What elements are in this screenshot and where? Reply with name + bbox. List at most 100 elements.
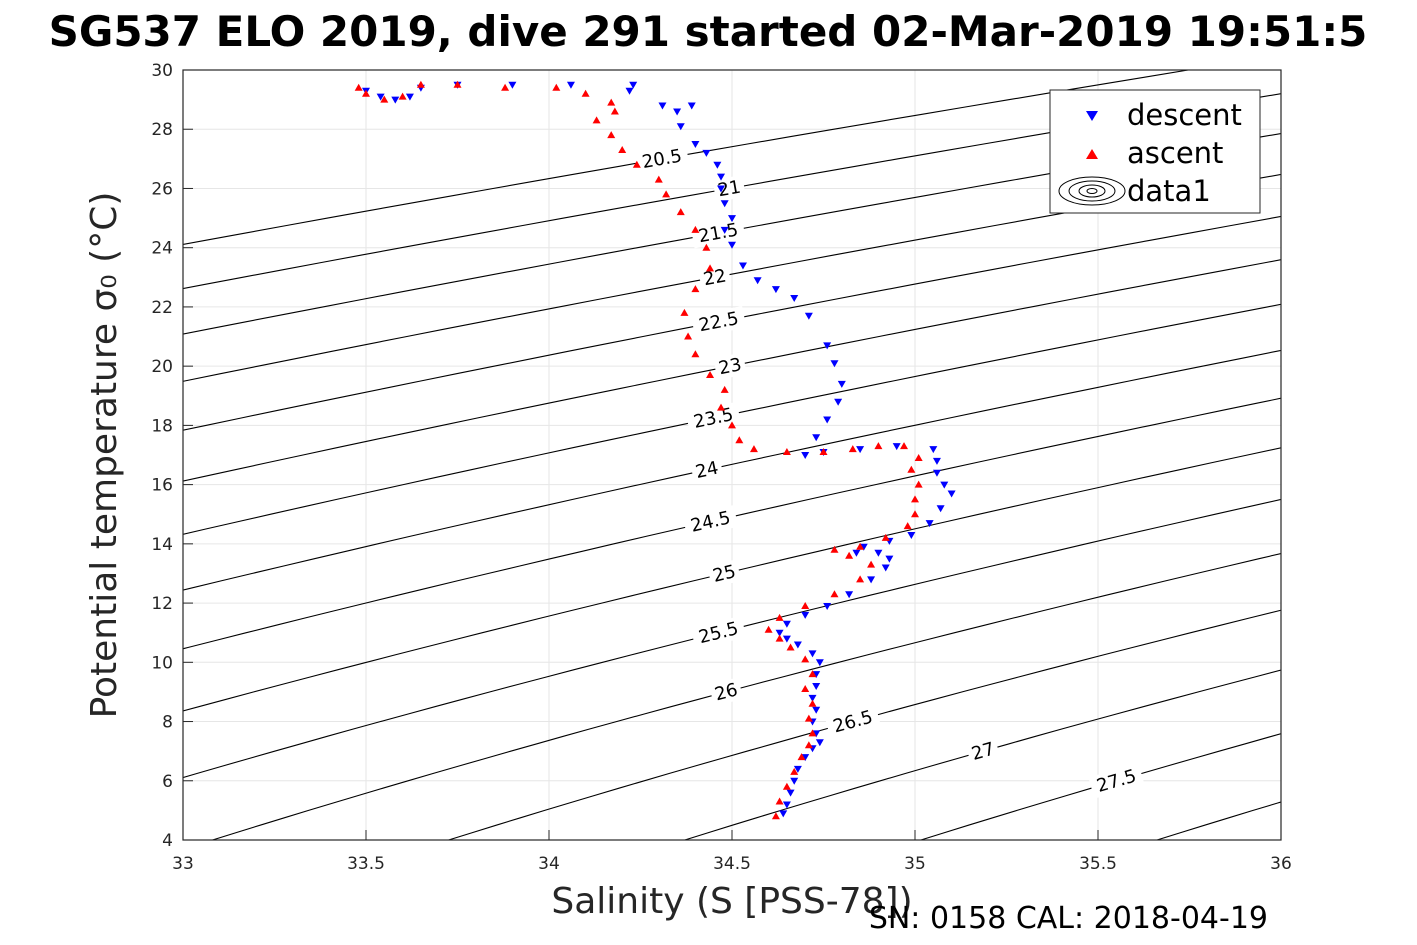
contour-label-text: 22	[702, 265, 728, 290]
descent-point	[405, 93, 414, 101]
contour-line	[183, 70, 1192, 246]
descent-point	[925, 520, 934, 528]
ascent-point	[749, 445, 758, 453]
ascent-point	[702, 243, 711, 251]
y-tick-label: 26	[151, 179, 173, 199]
descent-point	[907, 531, 916, 539]
y-tick-label: 8	[162, 713, 173, 733]
descent-point	[691, 141, 700, 149]
ascent-point	[801, 655, 810, 663]
ascent-point	[907, 465, 916, 473]
ascent-point	[592, 116, 601, 124]
descent-point	[812, 706, 821, 714]
descent-point	[790, 295, 799, 303]
ascent-point	[720, 385, 729, 393]
contour-label-bg	[685, 401, 742, 435]
contour-label-bg	[682, 505, 739, 539]
x-tick-label: 34	[538, 854, 560, 874]
descent-point	[804, 312, 813, 320]
contour-line	[183, 303, 1281, 535]
ascent-point	[775, 634, 784, 642]
descent-point	[932, 469, 941, 477]
descent-point	[782, 620, 791, 628]
ascent-point	[453, 80, 462, 88]
contour-label-bg	[1088, 762, 1145, 799]
descent-point	[808, 650, 817, 658]
descent-point	[940, 481, 949, 489]
descent-point	[812, 683, 821, 690]
ascent-point	[691, 285, 700, 293]
ascent-point	[845, 551, 854, 559]
descent-point	[775, 629, 784, 637]
ascent-point	[717, 403, 726, 411]
y-tick-label: 16	[151, 476, 173, 496]
ascent-point	[610, 107, 619, 115]
ascent-point	[581, 89, 590, 97]
descent-point	[376, 93, 385, 101]
descent-point	[808, 694, 817, 702]
ascent-point	[632, 160, 641, 168]
descent-point	[929, 446, 938, 454]
descent-point	[801, 754, 810, 762]
descent-point	[852, 549, 861, 557]
descent-point	[859, 543, 868, 551]
ascent-point	[786, 643, 795, 651]
ascent-point	[501, 83, 510, 91]
descent-point	[845, 591, 854, 599]
y-tick-label: 12	[151, 594, 173, 614]
descent-point	[830, 360, 839, 368]
contour-label-text: 24	[694, 458, 721, 483]
x-axis-label: Salinity (S [PSS-78])	[551, 881, 912, 922]
contour-label-bg	[698, 263, 732, 291]
ascent-point	[801, 602, 810, 610]
ascent-point	[775, 797, 784, 805]
ascent-point	[552, 83, 561, 91]
contour-label: 21	[712, 175, 746, 202]
contour-icon	[1058, 176, 1126, 206]
x-axis-ticks: 33 33.5 34 34.5 35 35.5 36	[172, 830, 1292, 874]
contour-label-bg	[965, 736, 1001, 766]
y-tick-label: 28	[151, 120, 173, 140]
ascent-point	[804, 741, 813, 749]
descent-point	[625, 87, 634, 95]
descent-point	[790, 777, 799, 785]
ascent-point	[416, 80, 425, 88]
legend-descent-marker	[1086, 111, 1098, 121]
descent-point	[717, 173, 726, 181]
ascent-point	[808, 729, 817, 737]
x-tick-label: 35.5	[1079, 854, 1117, 874]
descent-point	[815, 739, 824, 747]
ascent-point	[797, 753, 806, 761]
ascent-point	[790, 767, 799, 775]
ascent-point	[398, 92, 407, 100]
legend-box	[1049, 89, 1261, 214]
descent-point	[658, 102, 667, 110]
descent-point	[629, 81, 638, 89]
x-tick-label: 36	[1270, 854, 1292, 874]
contour-line	[183, 397, 1281, 650]
contour-label-bg	[690, 615, 747, 650]
ascent-point	[676, 208, 685, 216]
y-axis-label: Potential temperature σ₀ (°C)	[84, 192, 125, 719]
contour-label-bg	[691, 305, 747, 338]
contour-label-bg	[690, 217, 746, 249]
y-tick-label: 4	[162, 831, 173, 851]
descent-point	[867, 576, 876, 584]
ascent-point	[775, 613, 784, 621]
descent-point	[837, 380, 846, 388]
ascent-point	[662, 190, 671, 198]
descent-point	[673, 108, 682, 116]
contour-line	[183, 259, 1281, 482]
descent-point	[676, 123, 685, 131]
descent-point	[508, 81, 517, 89]
ascent-point	[819, 448, 828, 456]
legend-ascent-label: ascent	[1127, 136, 1223, 170]
descent-point	[947, 490, 956, 498]
y-tick-label: 10	[151, 653, 173, 673]
descent-point	[728, 215, 736, 223]
ascent-point	[607, 131, 616, 139]
ascent-point	[804, 714, 813, 722]
ascent-point	[914, 480, 923, 488]
descent-point	[885, 555, 894, 563]
ascent-point	[706, 264, 715, 272]
